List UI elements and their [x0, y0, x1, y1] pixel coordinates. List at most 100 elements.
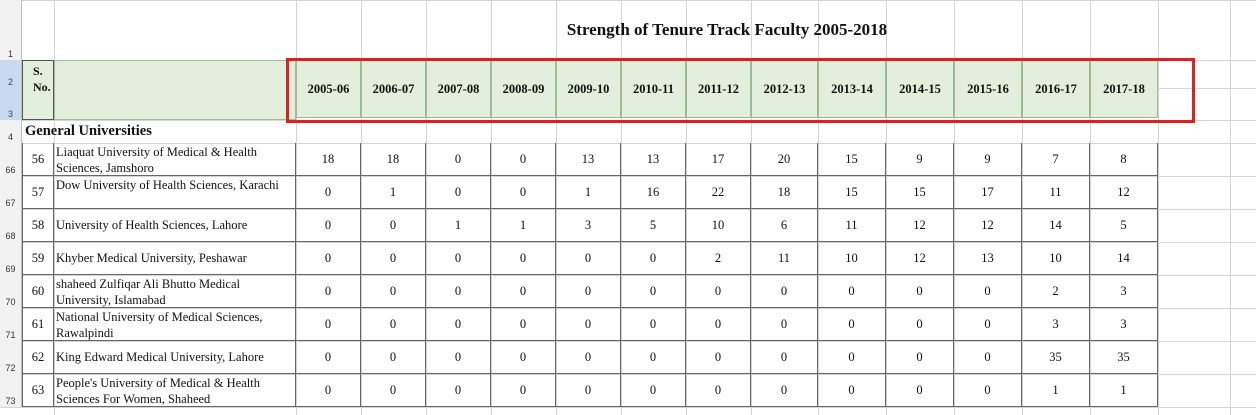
value-cell[interactable]: 0 [818, 308, 886, 341]
value-cell[interactable]: 0 [818, 341, 886, 374]
sno-cell[interactable]: 62 [22, 341, 54, 374]
value-cell[interactable]: 0 [818, 275, 886, 308]
value-cell[interactable]: 0 [491, 341, 556, 374]
value-cell[interactable]: 18 [296, 143, 361, 176]
university-name-cell[interactable]: King Edward Medical University, Lahore [54, 341, 296, 374]
value-cell[interactable]: 16 [621, 176, 686, 209]
value-cell[interactable]: 0 [491, 308, 556, 341]
row-number[interactable]: 3 [0, 88, 22, 120]
row-number[interactable]: 66 [0, 143, 22, 176]
value-cell[interactable]: 9 [954, 143, 1022, 176]
year-header[interactable]: 2006-07 [361, 60, 426, 118]
value-cell[interactable]: 0 [556, 275, 621, 308]
value-cell[interactable]: 15 [818, 143, 886, 176]
value-cell[interactable]: 0 [426, 143, 491, 176]
value-cell[interactable]: 0 [751, 341, 818, 374]
value-cell[interactable]: 11 [1022, 176, 1090, 209]
value-cell[interactable]: 0 [361, 341, 426, 374]
sno-header[interactable]: S. No. [22, 60, 54, 120]
row-number[interactable]: 2 [0, 60, 22, 88]
value-cell[interactable]: 0 [426, 275, 491, 308]
value-cell[interactable]: 0 [954, 308, 1022, 341]
value-cell[interactable]: 12 [886, 242, 954, 275]
year-header[interactable]: 2016-17 [1022, 60, 1090, 118]
university-name-cell[interactable]: University of Health Sciences, Lahore [54, 209, 296, 242]
value-cell[interactable]: 0 [886, 275, 954, 308]
value-cell[interactable]: 18 [751, 176, 818, 209]
value-cell[interactable]: 0 [361, 374, 426, 407]
value-cell[interactable]: 0 [426, 341, 491, 374]
value-cell[interactable]: 22 [686, 176, 751, 209]
value-cell[interactable]: 0 [954, 341, 1022, 374]
value-cell[interactable]: 0 [751, 374, 818, 407]
row-number[interactable]: 67 [0, 176, 22, 209]
university-name-cell[interactable]: Dow University of Health Sciences, Karac… [54, 176, 296, 209]
value-cell[interactable]: 0 [621, 341, 686, 374]
university-name-cell[interactable]: Liaquat University of Medical & Health S… [54, 143, 296, 176]
value-cell[interactable]: 5 [1090, 209, 1158, 242]
value-cell[interactable]: 0 [621, 374, 686, 407]
value-cell[interactable]: 1 [426, 209, 491, 242]
value-cell[interactable]: 0 [751, 308, 818, 341]
value-cell[interactable]: 3 [1090, 308, 1158, 341]
year-header[interactable]: 2015-16 [954, 60, 1022, 118]
value-cell[interactable]: 0 [296, 341, 361, 374]
value-cell[interactable]: 0 [491, 176, 556, 209]
row-number[interactable]: 4 [0, 120, 22, 143]
year-header[interactable]: 2012-13 [751, 60, 818, 118]
year-header[interactable]: 2011-12 [686, 60, 751, 118]
value-cell[interactable]: 17 [954, 176, 1022, 209]
value-cell[interactable]: 14 [1022, 209, 1090, 242]
sno-cell[interactable]: 56 [22, 143, 54, 176]
university-name-cell[interactable]: People's University of Medical & Health … [54, 374, 296, 407]
value-cell[interactable]: 13 [954, 242, 1022, 275]
value-cell[interactable]: 0 [621, 308, 686, 341]
value-cell[interactable]: 35 [1090, 341, 1158, 374]
value-cell[interactable]: 0 [491, 242, 556, 275]
value-cell[interactable]: 0 [361, 308, 426, 341]
university-name-cell[interactable]: Khyber Medical University, Peshawar [54, 242, 296, 275]
row-number[interactable]: 73 [0, 374, 22, 407]
value-cell[interactable]: 10 [686, 209, 751, 242]
row-number[interactable]: 72 [0, 341, 22, 374]
year-header[interactable]: 2014-15 [886, 60, 954, 118]
sno-cell[interactable]: 57 [22, 176, 54, 209]
value-cell[interactable]: 0 [556, 308, 621, 341]
row-number[interactable]: 68 [0, 209, 22, 242]
value-cell[interactable]: 20 [751, 143, 818, 176]
value-cell[interactable]: 11 [751, 242, 818, 275]
value-cell[interactable]: 0 [886, 341, 954, 374]
value-cell[interactable]: 2 [686, 242, 751, 275]
value-cell[interactable]: 0 [491, 275, 556, 308]
value-cell[interactable]: 10 [818, 242, 886, 275]
year-header[interactable]: 2008-09 [491, 60, 556, 118]
value-cell[interactable]: 0 [556, 242, 621, 275]
value-cell[interactable]: 0 [426, 374, 491, 407]
value-cell[interactable]: 35 [1022, 341, 1090, 374]
value-cell[interactable]: 0 [491, 374, 556, 407]
value-cell[interactable]: 12 [954, 209, 1022, 242]
value-cell[interactable]: 0 [886, 308, 954, 341]
sheet-title[interactable]: Strength of Tenure Track Faculty 2005-20… [566, 20, 888, 39]
value-cell[interactable]: 0 [296, 374, 361, 407]
value-cell[interactable]: 9 [886, 143, 954, 176]
value-cell[interactable]: 12 [886, 209, 954, 242]
value-cell[interactable]: 1 [556, 176, 621, 209]
value-cell[interactable]: 17 [686, 143, 751, 176]
value-cell[interactable]: 1 [1022, 374, 1090, 407]
row-number[interactable]: 69 [0, 242, 22, 275]
row-number[interactable]: 70 [0, 275, 22, 308]
value-cell[interactable]: 0 [621, 242, 686, 275]
value-cell[interactable]: 0 [556, 374, 621, 407]
value-cell[interactable]: 0 [296, 176, 361, 209]
year-header[interactable]: 2013-14 [818, 60, 886, 118]
name-header[interactable] [54, 60, 296, 120]
sno-cell[interactable]: 58 [22, 209, 54, 242]
value-cell[interactable]: 14 [1090, 242, 1158, 275]
value-cell[interactable]: 5 [621, 209, 686, 242]
value-cell[interactable]: 0 [361, 275, 426, 308]
value-cell[interactable]: 0 [686, 308, 751, 341]
value-cell[interactable]: 0 [426, 176, 491, 209]
value-cell[interactable]: 0 [818, 374, 886, 407]
value-cell[interactable]: 3 [1022, 308, 1090, 341]
